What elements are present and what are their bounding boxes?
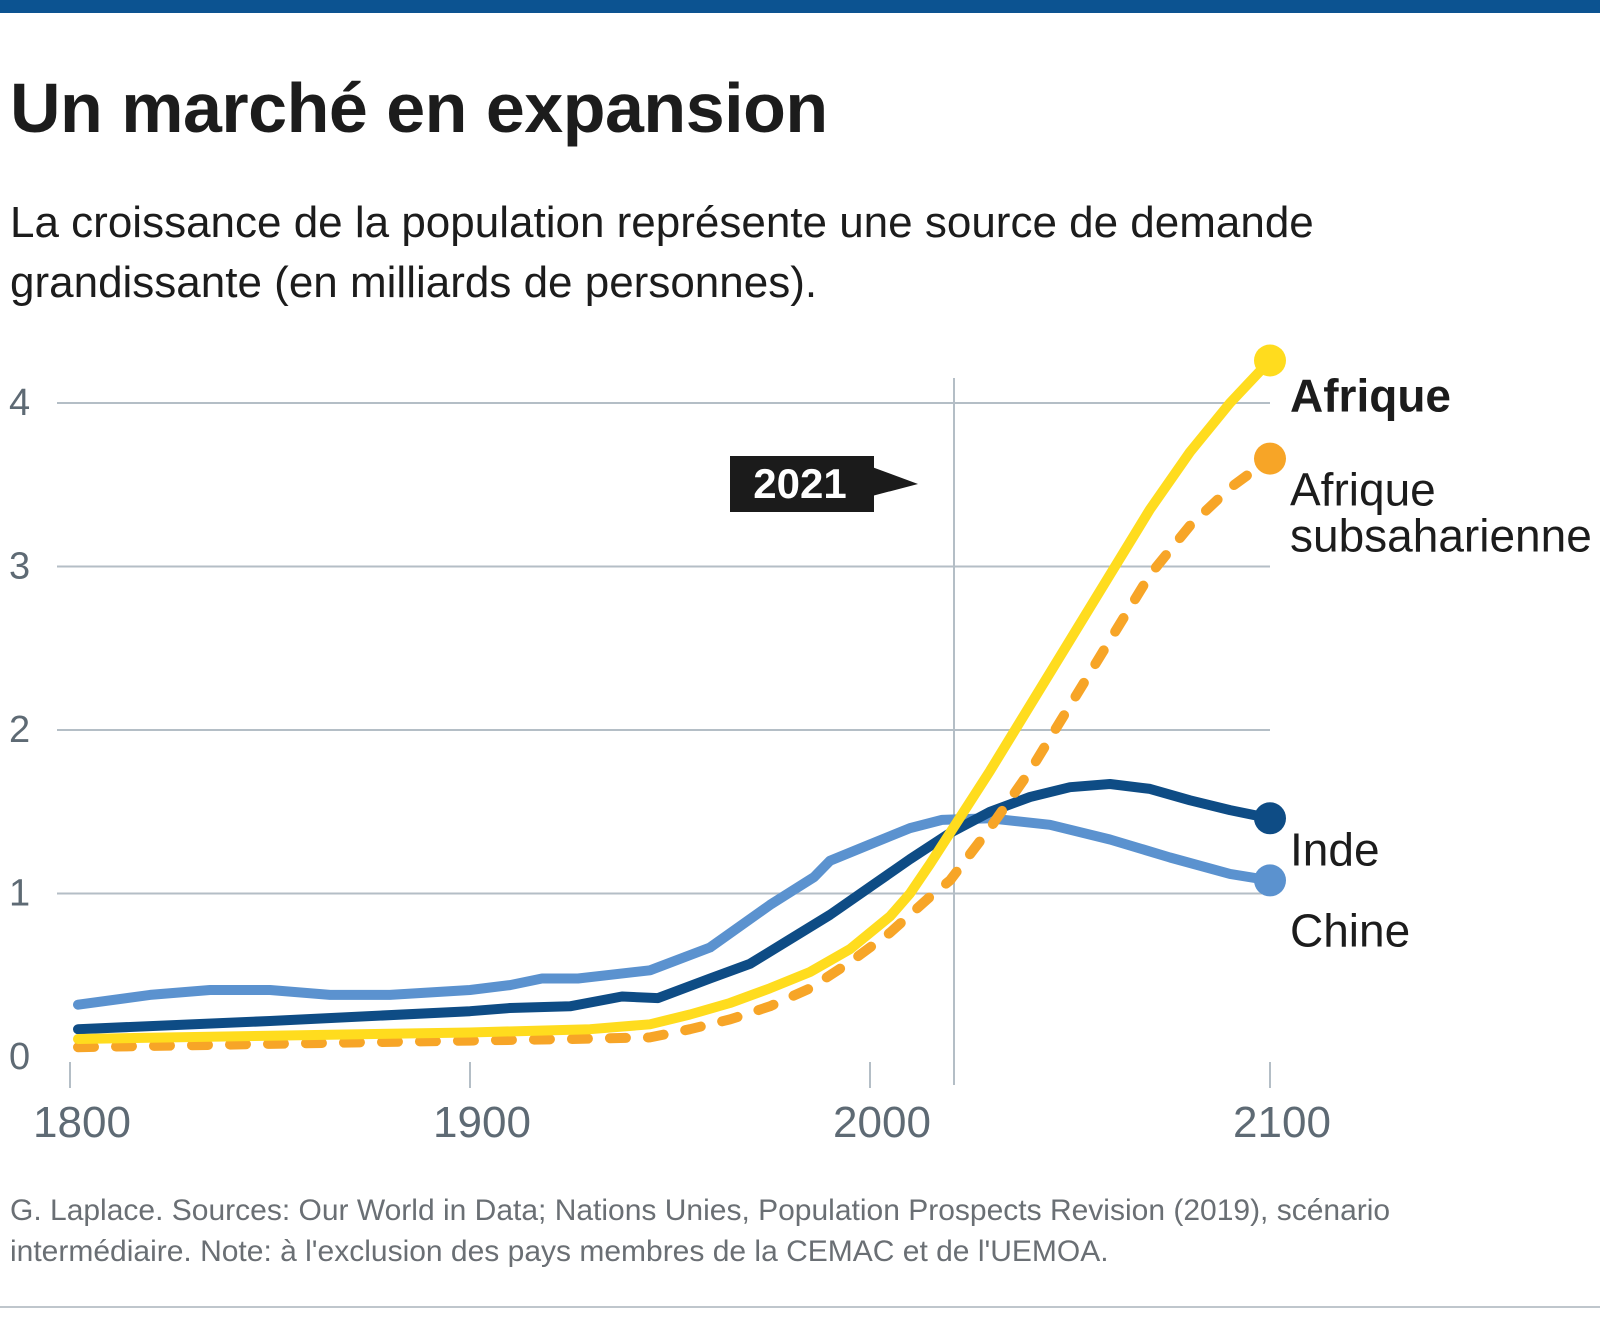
y-tick-label: 4 xyxy=(9,382,30,424)
x-tick-label: 2000 xyxy=(833,1098,931,1147)
x-tick-label: 1800 xyxy=(33,1098,131,1147)
grid-lines: 0 1 2 3 4 xyxy=(9,382,1270,1078)
source-note: G. Laplace. Sources: Our World in Data; … xyxy=(10,1194,1391,1268)
year-marker-box xyxy=(730,456,874,512)
top-color-bar xyxy=(0,0,1600,13)
series-line-inde xyxy=(73,779,1275,1035)
series-label-part: Afrique xyxy=(1290,464,1436,516)
series-line-afrique_subsaharienne xyxy=(73,453,1275,1053)
year-marker: 2021 xyxy=(730,378,955,1085)
series-label-afrique_subsaharienne: Afrique subsaharienne xyxy=(1290,464,1592,562)
series-line-afrique xyxy=(73,355,1275,1044)
y-tick-label: 2 xyxy=(9,709,30,751)
series-end-dot-inde xyxy=(1254,802,1286,835)
series-label-inde: Inde xyxy=(1290,824,1380,876)
series-label-part: subsaharienne xyxy=(1290,510,1592,562)
year-marker-pointer xyxy=(872,467,918,496)
x-axis: 1800 1900 2000 2100 xyxy=(33,1062,1331,1147)
bottom-divider xyxy=(0,1306,1600,1308)
series-lines xyxy=(73,344,1286,1053)
year-marker-label: 2021 xyxy=(753,460,846,507)
series-line-chine xyxy=(73,813,1275,1010)
chart-subtitle: La croissance de la population représent… xyxy=(10,198,1314,307)
series-label-chine: Chine xyxy=(1290,905,1410,957)
series-end-dot-afrique xyxy=(1254,344,1286,377)
y-tick-label: 1 xyxy=(9,873,30,915)
y-tick-label: 0 xyxy=(9,1036,30,1078)
x-tick-label: 2100 xyxy=(1233,1098,1331,1147)
series-end-dot-afrique_subsaharienne xyxy=(1254,442,1286,475)
y-tick-label: 3 xyxy=(9,546,30,588)
population-line-chart: 0 1 2 3 4 1800 1900 2000 2100 2021 Chine Inde Afr… xyxy=(9,344,1592,1147)
chart-title: Un marché en expansion xyxy=(10,69,828,147)
x-tick-label: 1900 xyxy=(433,1098,531,1147)
series-end-dot-chine xyxy=(1254,864,1286,897)
series-label-afrique: Afrique xyxy=(1290,370,1451,422)
